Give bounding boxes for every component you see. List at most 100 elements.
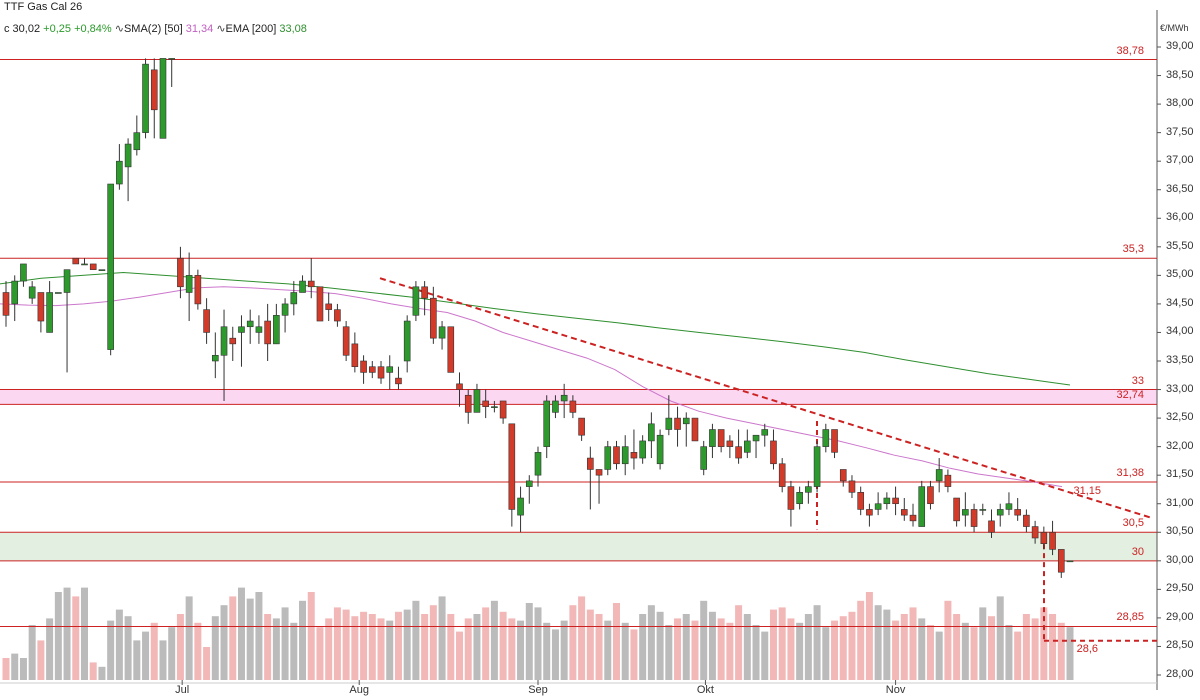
candle-body (1031, 526, 1039, 539)
level-label: 30,5 (1122, 517, 1144, 530)
annotation-label: 31,15 (1073, 485, 1101, 498)
sma-line (0, 286, 1063, 488)
volume-bar (211, 616, 219, 680)
candle-body (1014, 509, 1021, 516)
y-tick-label: 39,00 (1166, 40, 1194, 52)
candle-body (796, 492, 803, 505)
candle-body (909, 514, 917, 522)
candle-body (604, 446, 612, 470)
candle-body (953, 497, 960, 522)
volume-bar (473, 614, 481, 680)
volume-bar (857, 600, 865, 680)
volume-bar (708, 611, 716, 680)
y-tick-label: 36,50 (1166, 182, 1194, 195)
volume-bar (796, 622, 804, 680)
annotation-label: 28,6 (1076, 642, 1098, 655)
volume-bar (665, 625, 673, 680)
candle-body (787, 486, 795, 510)
candle-body (116, 160, 123, 185)
volume-bar (674, 618, 682, 680)
volume-bar (107, 620, 115, 680)
y-tick-label: 38,00 (1166, 97, 1194, 110)
volume-bar (848, 611, 856, 680)
candle-body (665, 417, 673, 430)
candle-body (334, 309, 341, 322)
volume-bar (203, 647, 211, 680)
volume-bar (1014, 631, 1022, 680)
sma-period: [50] (164, 23, 183, 35)
volume-bar (612, 603, 620, 680)
level-label: 30 (1131, 545, 1144, 558)
ema-wave-icon: ∿ (216, 23, 226, 35)
candle-body (822, 429, 830, 447)
x-tick-label: Nov (885, 684, 906, 696)
volume-bar (604, 620, 612, 680)
volume-bar (508, 618, 516, 680)
candle-body (395, 377, 402, 385)
volume-bar (421, 614, 429, 680)
volume-bar (630, 629, 638, 680)
candle-body (935, 469, 943, 482)
volume-bar (351, 616, 359, 680)
candle-body (316, 286, 324, 322)
candle-body (325, 303, 332, 310)
volume-bar (176, 614, 184, 680)
sma-label: SMA(2) (123, 23, 162, 35)
candle-body (491, 406, 498, 408)
level-label: 33 (1131, 374, 1144, 387)
volume-bar (586, 609, 594, 680)
y-tick-label: 32,50 (1166, 411, 1194, 424)
candle-body (438, 326, 446, 339)
candle-body (377, 366, 385, 379)
ema-line (0, 271, 1071, 386)
candle-body (421, 286, 428, 299)
candle-body (674, 417, 681, 430)
volume-bar (360, 611, 368, 680)
candle-body (761, 429, 769, 436)
volume-bar (804, 614, 812, 680)
volume-bar (874, 605, 882, 680)
candle-body (290, 292, 298, 305)
candle-body (264, 320, 271, 345)
candle-body (299, 280, 306, 293)
volume-bar (63, 587, 71, 680)
volume-bar (19, 658, 27, 680)
volume-bar (1022, 614, 1030, 680)
candle-body (447, 326, 455, 373)
downtrend-line (379, 277, 1153, 519)
candle-body (717, 429, 725, 447)
candle-body (307, 280, 315, 288)
volume-bar (839, 616, 847, 680)
candle-body (464, 394, 472, 413)
volume-bar (185, 596, 193, 680)
volume-bar (264, 614, 272, 680)
candle-body (456, 383, 463, 390)
volume-bar (743, 614, 751, 680)
candle-body (525, 480, 533, 487)
candle-body (185, 275, 193, 293)
volume-bar (525, 603, 533, 680)
candle-body (55, 292, 62, 294)
chart-title: TTF Gas Cal 26 (4, 1, 83, 13)
volume-bar (639, 614, 647, 680)
candle-body (98, 269, 106, 271)
candle-body (360, 360, 367, 373)
candle-body (569, 400, 577, 413)
candle-body (560, 394, 568, 402)
candle-body (473, 389, 481, 413)
candle-body (168, 58, 176, 60)
volume-bar (237, 587, 245, 680)
sma-wave-icon: ∿ (114, 23, 124, 35)
candle-body (177, 257, 184, 288)
volume-bar (569, 605, 577, 680)
candle-body (543, 400, 551, 447)
candle-body (587, 457, 594, 470)
x-tick-label: Aug (349, 684, 369, 696)
volume-bar (551, 629, 559, 680)
volume-bar (447, 614, 455, 680)
candle-body (28, 286, 36, 299)
candle-body (709, 429, 716, 447)
candle-body (72, 257, 80, 265)
candle-body (159, 58, 167, 139)
level-label: 35,3 (1122, 243, 1144, 256)
